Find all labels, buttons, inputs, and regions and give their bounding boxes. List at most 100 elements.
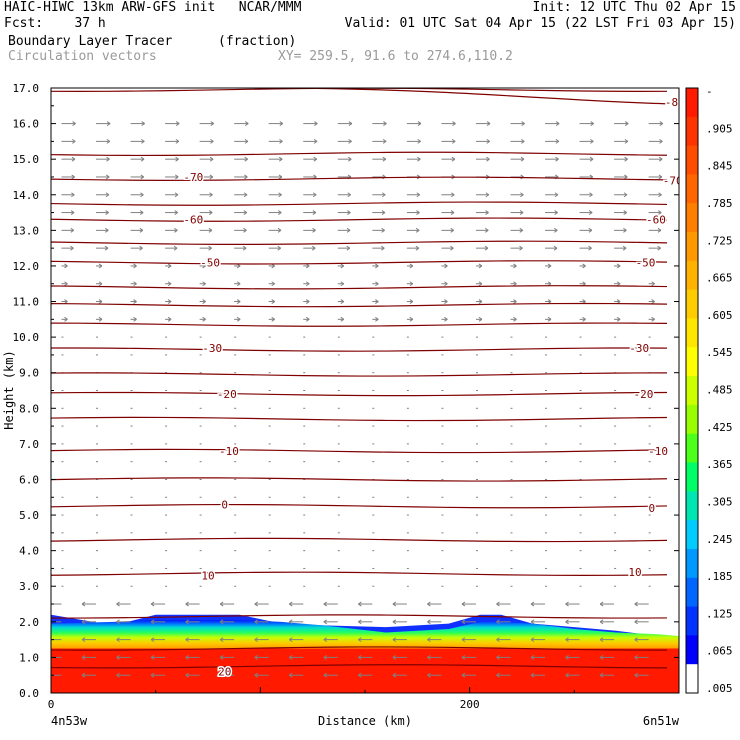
wind-vector-head [202,263,206,269]
wind-vector-head [185,654,189,660]
wind-vector-head [513,299,517,304]
wind-vector-head [105,174,110,180]
wind-vector-head [427,654,431,660]
wind-vector-head [417,138,421,144]
wind-vector-head [651,316,655,322]
colorbar-swatch [686,88,698,118]
field1-name: Boundary Layer Tracer [8,34,173,49]
wind-vector-head [47,602,50,606]
wind-vector-head [340,316,345,322]
temperature-contours: -80 -70 -70 -60 -60 -50 -50 -30 -30 -20 -20 -10 -10 0… [51,88,683,680]
wind-vector-head [219,637,224,643]
wind-vector-head [271,299,275,304]
wind-vector-head [565,637,569,643]
wind-vector-head [461,601,466,607]
wind-vector-head [623,210,627,215]
wind-vector-head [486,121,491,127]
wind-vector-head [565,654,569,660]
contour-line [51,322,668,327]
wind-vector-head [382,156,387,162]
wind-vector-head [358,672,362,678]
wind-vector-head [624,121,629,127]
wind-vector-head [392,601,397,607]
colorbar-label: .245 [706,533,733,546]
init-time: Init: 12 UTC Thu 02 Apr 15 [532,0,737,15]
wind-vector-head [72,121,76,127]
wind-vector-head [312,227,316,233]
wind-vector-head [106,156,110,162]
wind-vector-head [521,121,525,127]
colorbar-label: .365 [706,458,733,471]
wind-vector-head [590,138,594,144]
wind-vector-head [277,245,281,251]
x-axis-label: Distance (km) [318,714,412,728]
wind-vector-head [452,121,456,127]
wind-vector-head [358,601,362,607]
wind-vector-head [71,174,75,180]
wind-vector-head [478,263,483,269]
wind-vector-head [347,192,351,198]
colorbar-label: .185 [706,570,733,583]
field2-name: Circulation vectors [8,49,157,64]
wind-vector-head [348,121,353,127]
wind-vector-head [106,138,111,144]
wind-vector-head [623,192,628,198]
x-tick-label: 200 [460,698,480,711]
wind-vector-head [202,316,206,322]
wind-vector-head [496,672,500,678]
wind-vector-head [210,138,214,144]
wind-vector-head [305,299,310,304]
wind-vector-head [133,316,137,322]
wind-vector-head [657,210,662,215]
contour-line [51,503,668,509]
wind-vector-head [451,138,456,144]
wind-vector-head [622,245,627,251]
wind-vector-head [242,245,247,251]
wind-vector-head [167,263,172,269]
wind-vector-head [588,227,593,233]
wind-vector-head [624,156,628,162]
run-title: HAIC-HIWC 13km ARW-GFS init NCAR/MMM [4,0,302,15]
wind-vector-head [553,245,558,251]
wind-vector-head [236,299,241,304]
colorbar-swatch [686,347,698,377]
wind-vector-head [312,192,317,198]
wind-vector-head [659,138,663,144]
wind-vector-head [484,245,489,251]
wind-vector-head [427,672,431,678]
wind-vector-head [133,263,137,269]
wind-vector-head [589,192,593,198]
wind-vector-head [417,156,421,162]
wind-vector-head [209,192,213,198]
wind-vector-head [174,210,178,215]
y-tick-label: 14.0 [13,189,40,202]
contour-label: -70 [663,175,683,188]
wind-vector-head [209,174,214,180]
wind-vector-head [254,619,258,625]
wind-vector-head [624,138,629,144]
wind-vector-head [105,210,109,215]
wind-vector-head [209,156,214,162]
wind-vector-head [71,156,76,162]
x-start-location: 4n53w [51,714,88,728]
wind-vector-head [658,192,662,198]
colorbar-label: .125 [706,607,733,620]
wind-vector-head [513,263,517,269]
wind-vector-head [81,654,86,660]
wind-vector-head [624,174,628,180]
wind-vector-head [484,227,489,233]
y-tick-label: 10.0 [13,331,40,344]
colorbar-swatch [686,520,698,550]
contour-line [51,448,668,454]
wind-vector-head [461,654,466,660]
wind-vector-head [409,281,414,287]
wind-vector-head [71,192,75,198]
colorbar-swatch [686,404,698,435]
wind-vector-head [416,192,421,198]
wind-vector-head [279,121,284,127]
valid-time: Valid: 01 UTC Sat 04 Apr 15 (22 LST Fri … [344,16,736,31]
colorbar-swatch [686,376,698,406]
wind-vector-head [375,316,379,322]
wind-vector-head [530,601,535,607]
wind-vector-head [278,156,283,162]
